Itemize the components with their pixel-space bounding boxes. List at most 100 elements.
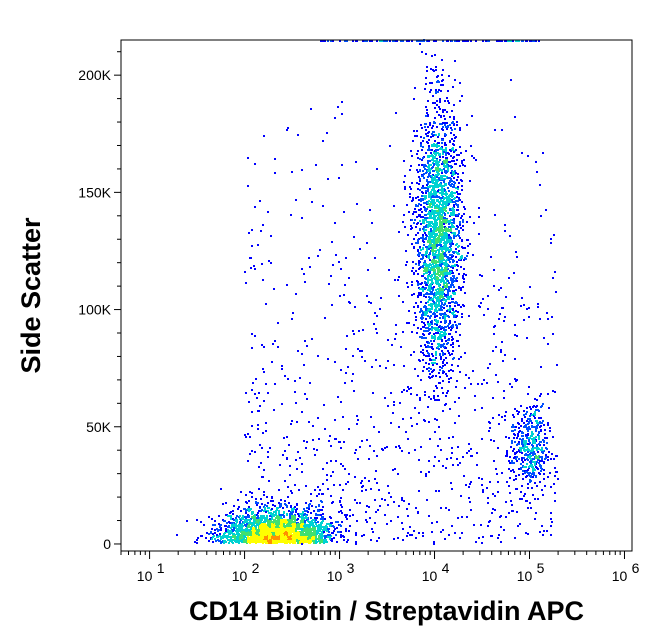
- data-point: [417, 281, 419, 283]
- data-point: [451, 256, 453, 258]
- data-point: [445, 300, 447, 302]
- data-point: [427, 282, 429, 284]
- data-point: [441, 267, 443, 269]
- data-point: [463, 305, 465, 307]
- data-point: [457, 206, 459, 208]
- data-point: [331, 538, 333, 540]
- data-point: [419, 311, 421, 313]
- data-point: [243, 531, 245, 533]
- data-point: [459, 224, 461, 226]
- data-point: [339, 524, 341, 526]
- data-point: [437, 136, 439, 138]
- data-point: [322, 513, 324, 515]
- x-tick-label: 10: [422, 568, 438, 584]
- data-point: [443, 284, 445, 286]
- data-point: [280, 499, 282, 501]
- data-point: [245, 520, 247, 522]
- data-point: [441, 74, 443, 76]
- data-point: [426, 312, 428, 314]
- data-point: [451, 364, 453, 366]
- data-point: [248, 516, 250, 518]
- data-point: [327, 534, 329, 536]
- data-point: [321, 516, 323, 518]
- data-point: [237, 499, 239, 501]
- data-point: [297, 513, 299, 515]
- data-point: [208, 533, 210, 535]
- data-point: [436, 321, 438, 323]
- data-point: [464, 165, 466, 167]
- data-point: [422, 216, 424, 218]
- data-point: [415, 205, 417, 207]
- data-point: [446, 219, 448, 221]
- data-point: [459, 165, 461, 167]
- data-point: [428, 248, 430, 250]
- data-point: [426, 267, 428, 269]
- data-point: [436, 186, 438, 188]
- data-point: [284, 526, 286, 528]
- data-point: [457, 311, 459, 313]
- data-point: [296, 525, 298, 527]
- data-point: [294, 521, 296, 523]
- data-point: [452, 343, 454, 345]
- data-point: [414, 135, 416, 137]
- data-point: [441, 204, 443, 206]
- data-point: [348, 530, 350, 532]
- data-point: [224, 532, 226, 534]
- data-point: [206, 532, 208, 534]
- data-point: [453, 118, 455, 120]
- data-point: [422, 286, 424, 288]
- data-point: [308, 508, 310, 510]
- data-point: [444, 109, 446, 111]
- data-point: [276, 530, 278, 532]
- data-point: [449, 241, 451, 243]
- data-point: [446, 285, 448, 287]
- data-point: [449, 333, 451, 335]
- data-point: [427, 310, 429, 312]
- data-point: [413, 238, 415, 240]
- data-point: [433, 395, 435, 397]
- data-point: [405, 264, 407, 266]
- data-point: [210, 531, 212, 533]
- data-point: [287, 541, 289, 543]
- data-point: [435, 212, 437, 214]
- data-point: [412, 267, 414, 269]
- data-point: [315, 535, 317, 537]
- data-point: [434, 328, 436, 330]
- data-point: [332, 532, 334, 534]
- data-point: [276, 525, 278, 527]
- data-point: [270, 512, 272, 514]
- data-point: [336, 527, 338, 529]
- data-point: [423, 354, 425, 356]
- data-point: [448, 296, 450, 298]
- data-point: [352, 514, 354, 516]
- data-point: [438, 218, 440, 220]
- data-point: [266, 505, 268, 507]
- data-point: [319, 528, 321, 530]
- data-point: [301, 533, 303, 535]
- data-point: [253, 527, 255, 529]
- data-point: [444, 336, 446, 338]
- data-point: [315, 513, 317, 515]
- data-point: [425, 309, 427, 311]
- data-point: [176, 534, 178, 536]
- data-point: [263, 521, 265, 523]
- data-point: [429, 244, 431, 246]
- data-point: [450, 284, 452, 286]
- data-point: [450, 127, 452, 129]
- data-point: [291, 513, 293, 515]
- data-point: [281, 514, 283, 516]
- data-point: [424, 168, 426, 170]
- data-point: [226, 537, 228, 539]
- data-point: [303, 508, 305, 510]
- data-point: [285, 519, 287, 521]
- data-point: [278, 536, 280, 538]
- data-point: [293, 541, 295, 543]
- data-point: [437, 167, 439, 169]
- data-point: [445, 147, 447, 149]
- data-point: [441, 350, 443, 352]
- data-point: [420, 204, 422, 206]
- data-point: [442, 286, 444, 288]
- data-point: [447, 196, 449, 198]
- data-point: [436, 195, 438, 197]
